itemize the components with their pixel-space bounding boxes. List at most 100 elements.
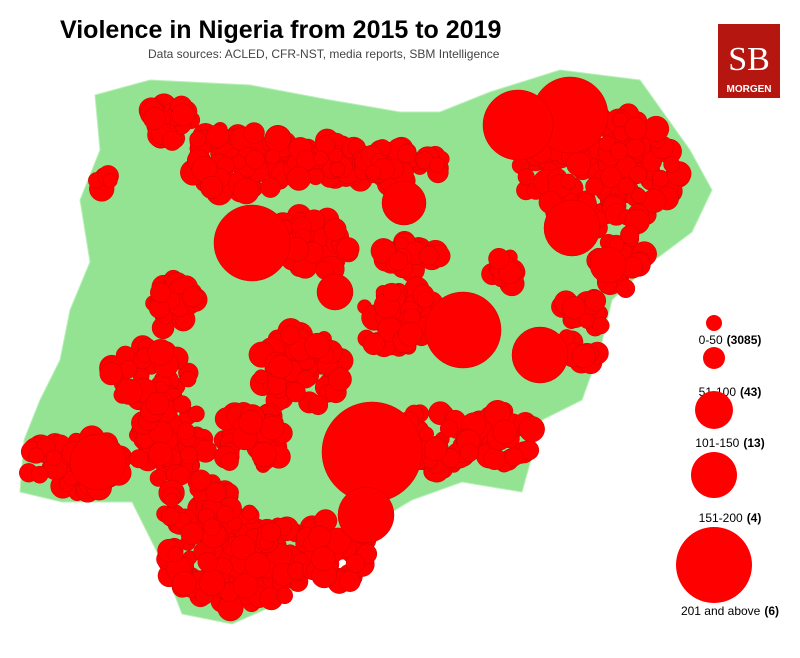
bubble bbox=[28, 447, 45, 464]
legend-range: 101-150 bbox=[695, 436, 739, 450]
bubble bbox=[238, 410, 263, 435]
bubble bbox=[382, 282, 402, 302]
legend-symbol bbox=[695, 391, 733, 429]
legend-range: 201 and above bbox=[681, 604, 761, 618]
bubble bbox=[203, 518, 221, 537]
bubble bbox=[631, 188, 647, 204]
bubble bbox=[190, 469, 212, 491]
bubble bbox=[206, 124, 230, 148]
bubble bbox=[398, 321, 423, 347]
bubble bbox=[260, 177, 281, 198]
bubble bbox=[560, 173, 577, 190]
bubble bbox=[286, 166, 311, 191]
bubble bbox=[416, 291, 434, 309]
bubble bbox=[624, 116, 648, 140]
bubble bbox=[205, 481, 227, 503]
bubble bbox=[617, 177, 635, 195]
legend-range: 151-200 bbox=[699, 511, 743, 525]
bubble bbox=[259, 415, 285, 441]
bubble bbox=[365, 164, 382, 181]
bubble bbox=[164, 493, 180, 508]
bubble bbox=[492, 419, 518, 445]
bubble bbox=[264, 149, 281, 165]
bubble bbox=[188, 405, 205, 423]
bubble bbox=[308, 395, 329, 416]
bubble bbox=[429, 157, 446, 173]
bubble bbox=[220, 452, 239, 471]
bubble bbox=[488, 247, 510, 270]
large-bubble bbox=[337, 486, 395, 544]
bubble bbox=[189, 130, 207, 148]
bubble bbox=[143, 107, 166, 130]
bubble bbox=[180, 522, 204, 546]
large-bubble bbox=[69, 433, 127, 491]
large-bubble bbox=[482, 89, 554, 161]
legend-symbol bbox=[706, 315, 722, 331]
bubble bbox=[620, 225, 640, 245]
bubble bbox=[147, 339, 174, 366]
legend-symbol bbox=[703, 347, 725, 369]
legend-label: 201 and above (6) bbox=[681, 604, 779, 618]
bubble bbox=[102, 173, 118, 189]
bubble bbox=[167, 546, 184, 563]
bubble bbox=[177, 422, 195, 441]
bubble bbox=[253, 369, 269, 385]
bubble bbox=[483, 447, 506, 471]
bubble bbox=[625, 138, 645, 159]
bubble bbox=[304, 332, 331, 359]
bubble bbox=[652, 169, 670, 188]
bubble bbox=[244, 552, 271, 578]
bubble bbox=[241, 504, 258, 521]
bubble bbox=[397, 144, 417, 164]
bubble bbox=[504, 447, 524, 467]
bubble bbox=[129, 449, 149, 469]
bubble bbox=[610, 142, 629, 161]
bubble bbox=[419, 245, 439, 266]
legend-symbol bbox=[691, 452, 737, 498]
legend-label: 0-50 (3085) bbox=[699, 333, 762, 347]
bubble bbox=[336, 237, 360, 261]
legend-count: (3085) bbox=[727, 333, 762, 347]
bubble bbox=[162, 130, 183, 151]
bubble bbox=[296, 370, 316, 389]
logo-name: MORGEN bbox=[727, 84, 772, 95]
bubble bbox=[663, 155, 681, 173]
bubble bbox=[171, 571, 197, 596]
bubble bbox=[145, 391, 169, 416]
bubble bbox=[260, 522, 282, 543]
legend-count: (4) bbox=[747, 511, 762, 525]
bubble bbox=[216, 505, 235, 524]
legend-count: (13) bbox=[743, 436, 764, 450]
bubble bbox=[251, 441, 277, 468]
bubble bbox=[362, 332, 385, 356]
bubble bbox=[517, 168, 535, 186]
bubble bbox=[439, 419, 459, 438]
bubble bbox=[233, 178, 260, 205]
bubble bbox=[280, 325, 300, 345]
bubble bbox=[643, 115, 670, 142]
bubble bbox=[518, 416, 545, 443]
bubble bbox=[99, 362, 123, 386]
logo: SB MORGEN bbox=[718, 24, 780, 98]
logo-mark: SB bbox=[728, 41, 770, 78]
large-bubble bbox=[381, 180, 427, 226]
bubble bbox=[198, 569, 226, 596]
bubble bbox=[171, 103, 195, 127]
bubble bbox=[150, 282, 171, 303]
incident-bubbles bbox=[19, 76, 692, 622]
bubble bbox=[194, 439, 217, 463]
large-bubble bbox=[589, 246, 627, 284]
logo-box bbox=[718, 24, 780, 98]
bubble bbox=[345, 554, 365, 573]
large-bubble bbox=[321, 401, 423, 503]
bubble bbox=[419, 426, 434, 442]
bubble bbox=[584, 289, 607, 312]
legend-label: 101-150 (13) bbox=[695, 436, 764, 450]
bubble bbox=[311, 546, 336, 571]
bubble bbox=[613, 112, 628, 128]
bubble bbox=[180, 446, 199, 465]
bubble bbox=[585, 177, 604, 196]
legend-label: 151-200 (4) bbox=[699, 511, 762, 525]
